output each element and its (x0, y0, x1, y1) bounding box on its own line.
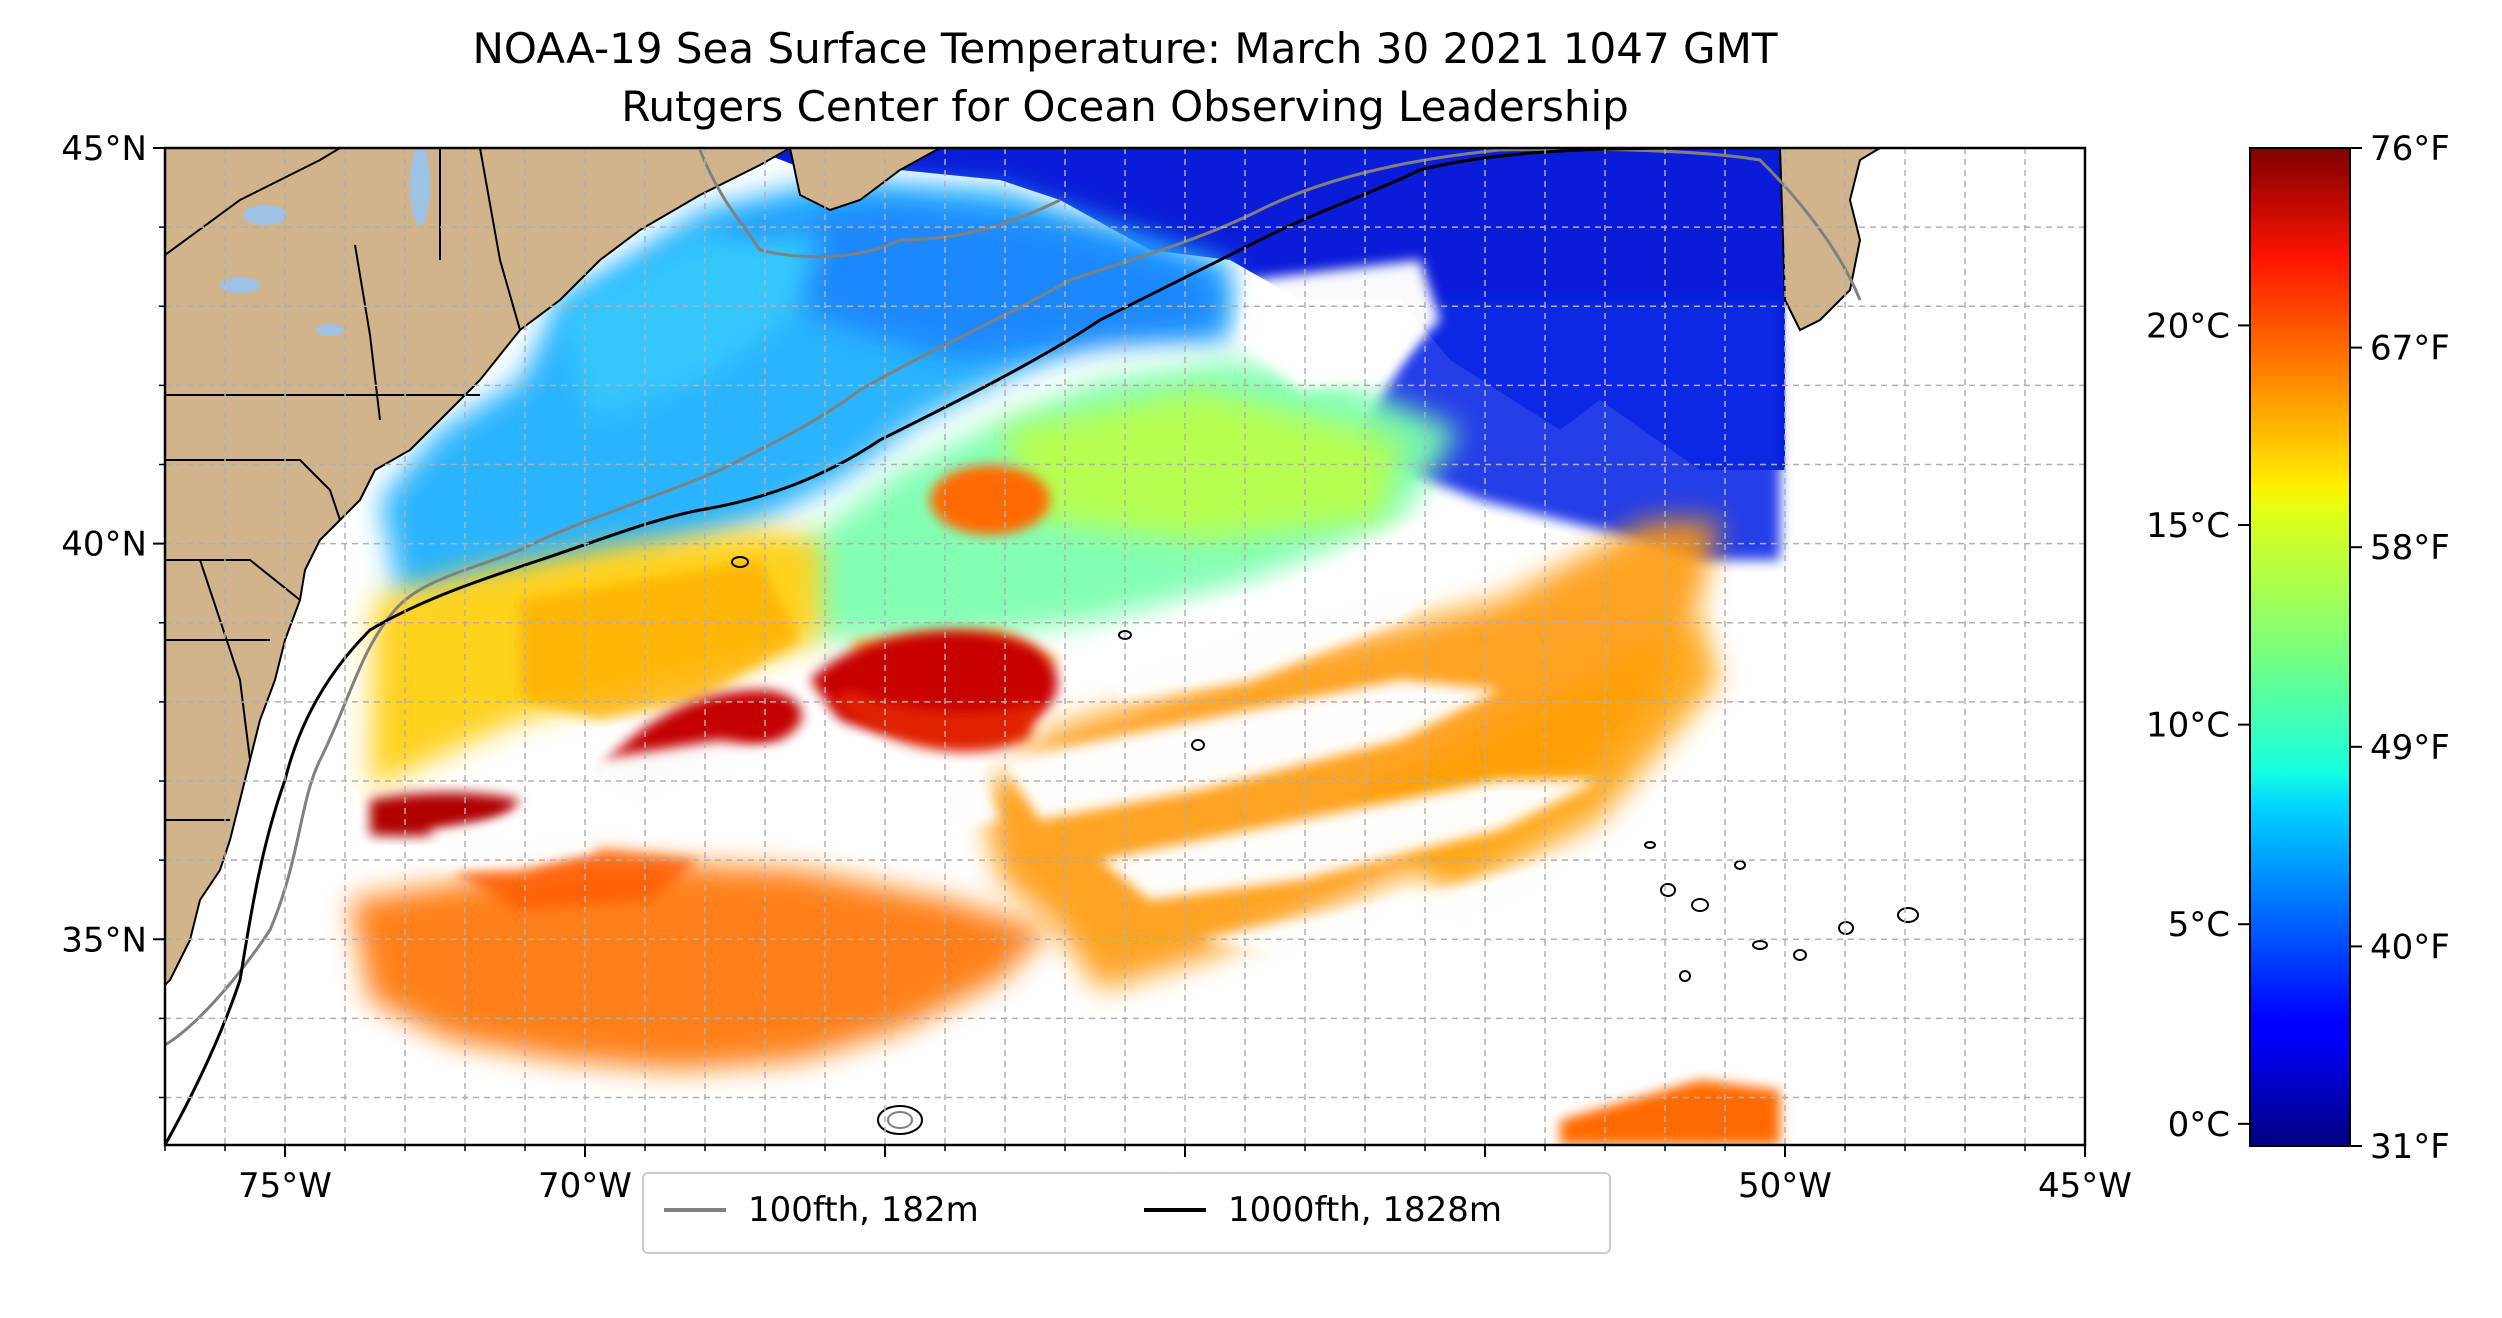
gridlines (165, 148, 2085, 1145)
land (165, 148, 1882, 987)
colorbar-c-label: 15°C (2146, 506, 2230, 546)
isobaths (165, 148, 1919, 1145)
y-tick-label: 45°N (61, 129, 147, 169)
chart-subtitle: Rutgers Center for Ocean Observing Leade… (621, 82, 1629, 131)
legend-swatch-1000fth (1144, 1208, 1206, 1212)
legend-item-100fth: 100fth, 182m (664, 1190, 979, 1230)
colorbar-c-label: 0°C (2168, 1105, 2230, 1145)
legend-item-1000fth: 1000fth, 1828m (1144, 1190, 1502, 1230)
colorbar-c-label: 10°C (2146, 706, 2230, 746)
colorbar-c-label: 5°C (2168, 905, 2230, 945)
legend-swatch-100fth (664, 1208, 726, 1212)
legend: 100fth, 182m 1000fth, 1828m (642, 1172, 1611, 1254)
chart-title: NOAA-19 Sea Surface Temperature: March 3… (472, 24, 1778, 73)
colorbar-f-label: 58°F (2370, 528, 2450, 568)
colorbar-ticks: 31°F 40°F 49°F 58°F 67°F 76°F 0°C 5°C 10°C 15°C 20… (2146, 129, 2450, 1167)
colorbar-f-label: 31°F (2370, 1127, 2450, 1167)
x-tick-label: 45°W (2038, 1166, 2132, 1206)
y-tick-label: 35°N (61, 920, 147, 960)
y-tick-label: 40°N (61, 525, 147, 565)
sst-imagery (350, 148, 1785, 1145)
colorbar-f-label: 76°F (2370, 129, 2450, 169)
x-tick-label: 70°W (538, 1166, 632, 1206)
colorbar-f-label: 40°F (2370, 927, 2450, 967)
colorbar-f-label: 67°F (2370, 329, 2450, 369)
x-tick-label: 75°W (238, 1166, 332, 1206)
legend-label-100fth: 100fth, 182m (748, 1190, 979, 1230)
colorbar-c-label: 20°C (2146, 306, 2230, 346)
colorbar-gradient (2249, 147, 2351, 1147)
x-tick-label: 50°W (1738, 1166, 1832, 1206)
legend-label-1000fth: 1000fth, 1828m (1228, 1190, 1503, 1230)
colorbar-f-label: 49°F (2370, 728, 2450, 768)
